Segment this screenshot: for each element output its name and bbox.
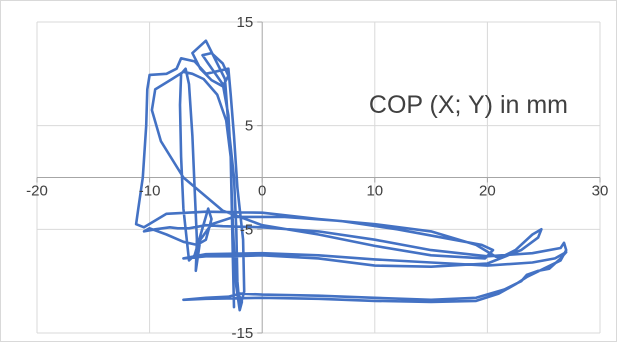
x-tick-label: 10 [366,183,383,200]
y-tick-label: -15 [232,325,254,342]
y-tick-label: 15 [237,14,254,31]
series-line-0 [134,39,568,312]
series-layer [134,39,568,312]
x-tick-label: -20 [26,183,48,200]
x-tick-label: -10 [139,183,161,200]
x-tick-label: 20 [479,183,496,200]
chart-title: COP (X; Y) in mm [369,91,568,119]
y-tick-label: 5 [245,118,253,135]
gridlines [36,21,601,334]
y-tick-label: -5 [240,221,253,238]
tick-labels: -20 -10 0 10 20 30 -15 -5 5 15 [26,14,608,342]
x-tick-label: 0 [258,183,266,200]
x-tick-label: 30 [592,183,609,200]
axes [36,21,601,334]
